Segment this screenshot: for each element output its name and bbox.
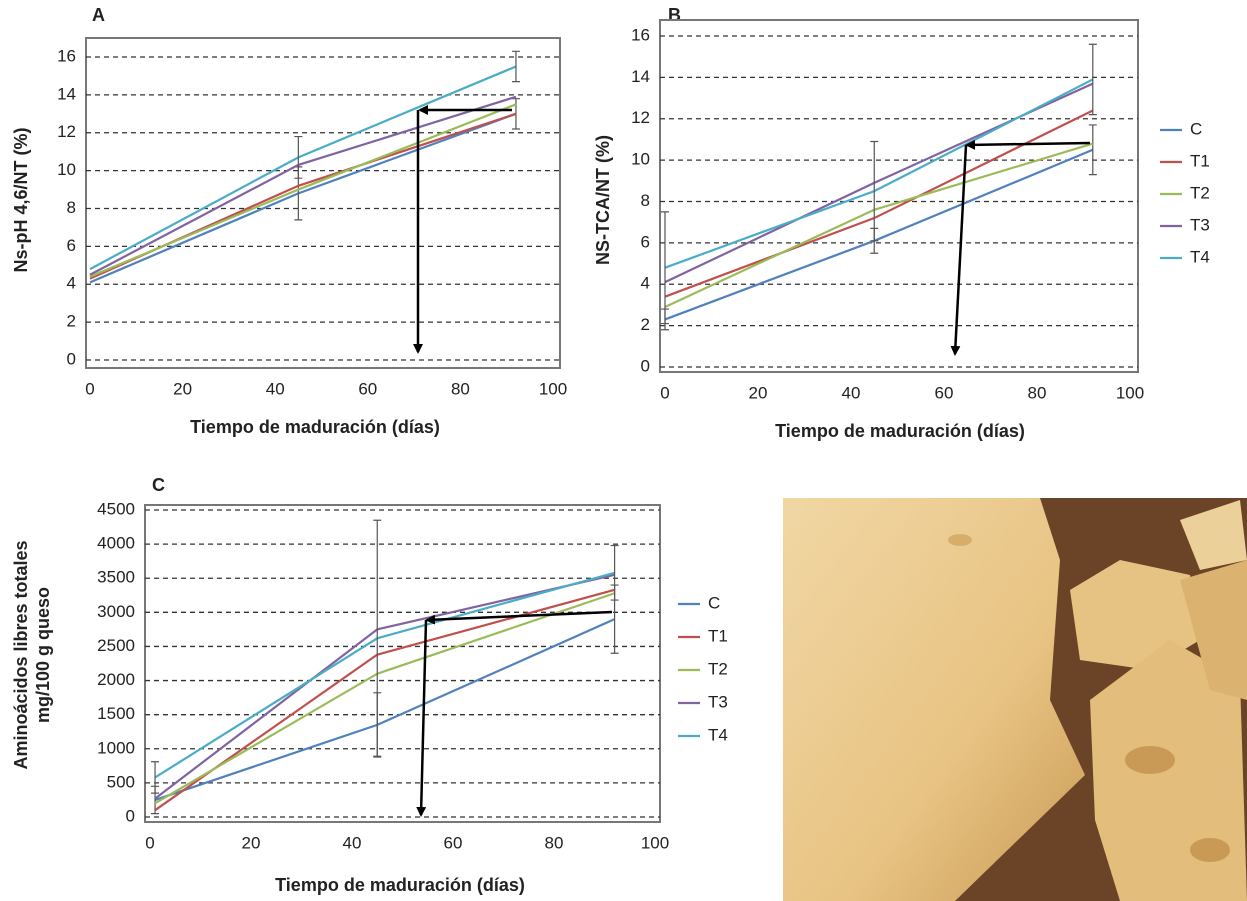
y-tick-label: 4000 bbox=[97, 534, 135, 553]
panel-label: C bbox=[152, 475, 165, 495]
y-tick-label: 10 bbox=[631, 150, 650, 169]
y-tick-label: 2500 bbox=[97, 636, 135, 655]
plot-frame bbox=[659, 19, 1139, 373]
series-line bbox=[89, 103, 517, 278]
y-tick-label: 6 bbox=[641, 232, 650, 251]
y-axis-label: mg/100 g queso bbox=[33, 587, 53, 723]
y-tick-label: 14 bbox=[57, 84, 76, 103]
y-tick-label: 2000 bbox=[97, 670, 135, 689]
y-tick-label: 3000 bbox=[97, 602, 135, 621]
x-tick-label: 80 bbox=[1028, 383, 1047, 402]
y-axis-label: NS-TCA/NT (%) bbox=[593, 135, 613, 265]
error-bar bbox=[511, 50, 520, 83]
panel-label: B bbox=[668, 5, 681, 25]
x-tick-label: 20 bbox=[242, 833, 261, 852]
arrow bbox=[416, 619, 428, 817]
error-bar bbox=[1088, 43, 1097, 116]
x-tick-label: 20 bbox=[173, 379, 192, 398]
x-axis-label: Tiempo de maduración (días) bbox=[190, 417, 440, 437]
error-bar bbox=[661, 211, 669, 325]
y-tick-label: 2 bbox=[67, 312, 76, 331]
x-axis-label: Tiempo de maduración (días) bbox=[275, 875, 525, 895]
series-line bbox=[664, 109, 1094, 298]
x-tick-label: 100 bbox=[641, 833, 669, 852]
legend-label: T2 bbox=[708, 659, 728, 678]
legend-label: T3 bbox=[1190, 215, 1210, 234]
y-tick-label: 12 bbox=[57, 122, 76, 141]
series-line bbox=[89, 65, 517, 271]
series-line bbox=[154, 592, 615, 805]
x-tick-label: 0 bbox=[660, 383, 669, 402]
legend-label: T1 bbox=[708, 626, 728, 645]
plot-frame bbox=[85, 37, 561, 369]
x-tick-label: 60 bbox=[935, 383, 954, 402]
y-axis-label: Ns-pH 4,6/NT (%) bbox=[11, 127, 31, 272]
cheese-photo bbox=[783, 498, 1247, 901]
x-tick-label: 0 bbox=[85, 379, 94, 398]
x-tick-label: 60 bbox=[444, 833, 463, 852]
x-tick-label: 0 bbox=[145, 833, 154, 852]
y-tick-label: 0 bbox=[126, 806, 135, 825]
legend-label: T4 bbox=[708, 725, 728, 744]
series-line bbox=[89, 112, 517, 284]
legend-label: T3 bbox=[708, 692, 728, 711]
y-tick-label: 1000 bbox=[97, 738, 135, 757]
x-tick-label: 100 bbox=[1116, 383, 1144, 402]
y-tick-label: 500 bbox=[107, 772, 135, 791]
x-tick-label: 80 bbox=[545, 833, 564, 852]
y-tick-label: 16 bbox=[631, 25, 650, 44]
y-tick-label: 4 bbox=[641, 274, 650, 293]
legend-label: C bbox=[708, 593, 720, 612]
y-tick-label: 12 bbox=[631, 108, 650, 127]
arrow bbox=[965, 139, 1091, 150]
y-tick-label: 1500 bbox=[97, 704, 135, 723]
x-tick-label: 20 bbox=[749, 383, 768, 402]
series-line bbox=[664, 142, 1094, 309]
y-tick-label: 4500 bbox=[97, 499, 135, 518]
y-tick-label: 8 bbox=[641, 191, 650, 210]
series-line bbox=[89, 95, 517, 276]
error-bar bbox=[1088, 124, 1097, 176]
y-tick-label: 3500 bbox=[97, 568, 135, 587]
y-tick-label: 2 bbox=[641, 315, 650, 334]
y-tick-label: 4 bbox=[67, 274, 76, 293]
annotation-arrows bbox=[413, 105, 1091, 817]
y-axis-label: Aminoácidos libres totales bbox=[11, 540, 31, 769]
legend-label: T4 bbox=[1190, 247, 1210, 266]
x-tick-label: 100 bbox=[539, 379, 567, 398]
arrow bbox=[425, 610, 613, 625]
error-bar bbox=[151, 761, 160, 794]
legend-label: C bbox=[1190, 119, 1202, 138]
x-axis-label: Tiempo de maduración (días) bbox=[775, 421, 1025, 441]
y-tick-label: 6 bbox=[67, 236, 76, 255]
y-tick-label: 14 bbox=[631, 67, 650, 86]
x-tick-label: 40 bbox=[266, 379, 285, 398]
series-line bbox=[664, 148, 1094, 321]
error-bar bbox=[870, 140, 879, 242]
plot-frame bbox=[144, 504, 661, 823]
panel-label: A bbox=[92, 5, 105, 25]
y-tick-label: 0 bbox=[641, 356, 650, 375]
y-tick-label: 16 bbox=[57, 46, 76, 65]
y-tick-label: 8 bbox=[67, 198, 76, 217]
y-tick-label: 0 bbox=[67, 349, 76, 368]
x-tick-label: 40 bbox=[343, 833, 362, 852]
legend-label: T2 bbox=[1190, 183, 1210, 202]
arrow bbox=[950, 144, 968, 356]
x-tick-label: 60 bbox=[358, 379, 377, 398]
x-tick-label: 40 bbox=[842, 383, 861, 402]
y-tick-label: 10 bbox=[57, 160, 76, 179]
legend-label: T1 bbox=[1190, 151, 1210, 170]
series-line bbox=[89, 112, 517, 280]
error-bar bbox=[294, 135, 303, 179]
error-bar bbox=[610, 544, 619, 601]
x-tick-label: 80 bbox=[451, 379, 470, 398]
error-bar bbox=[373, 519, 382, 757]
